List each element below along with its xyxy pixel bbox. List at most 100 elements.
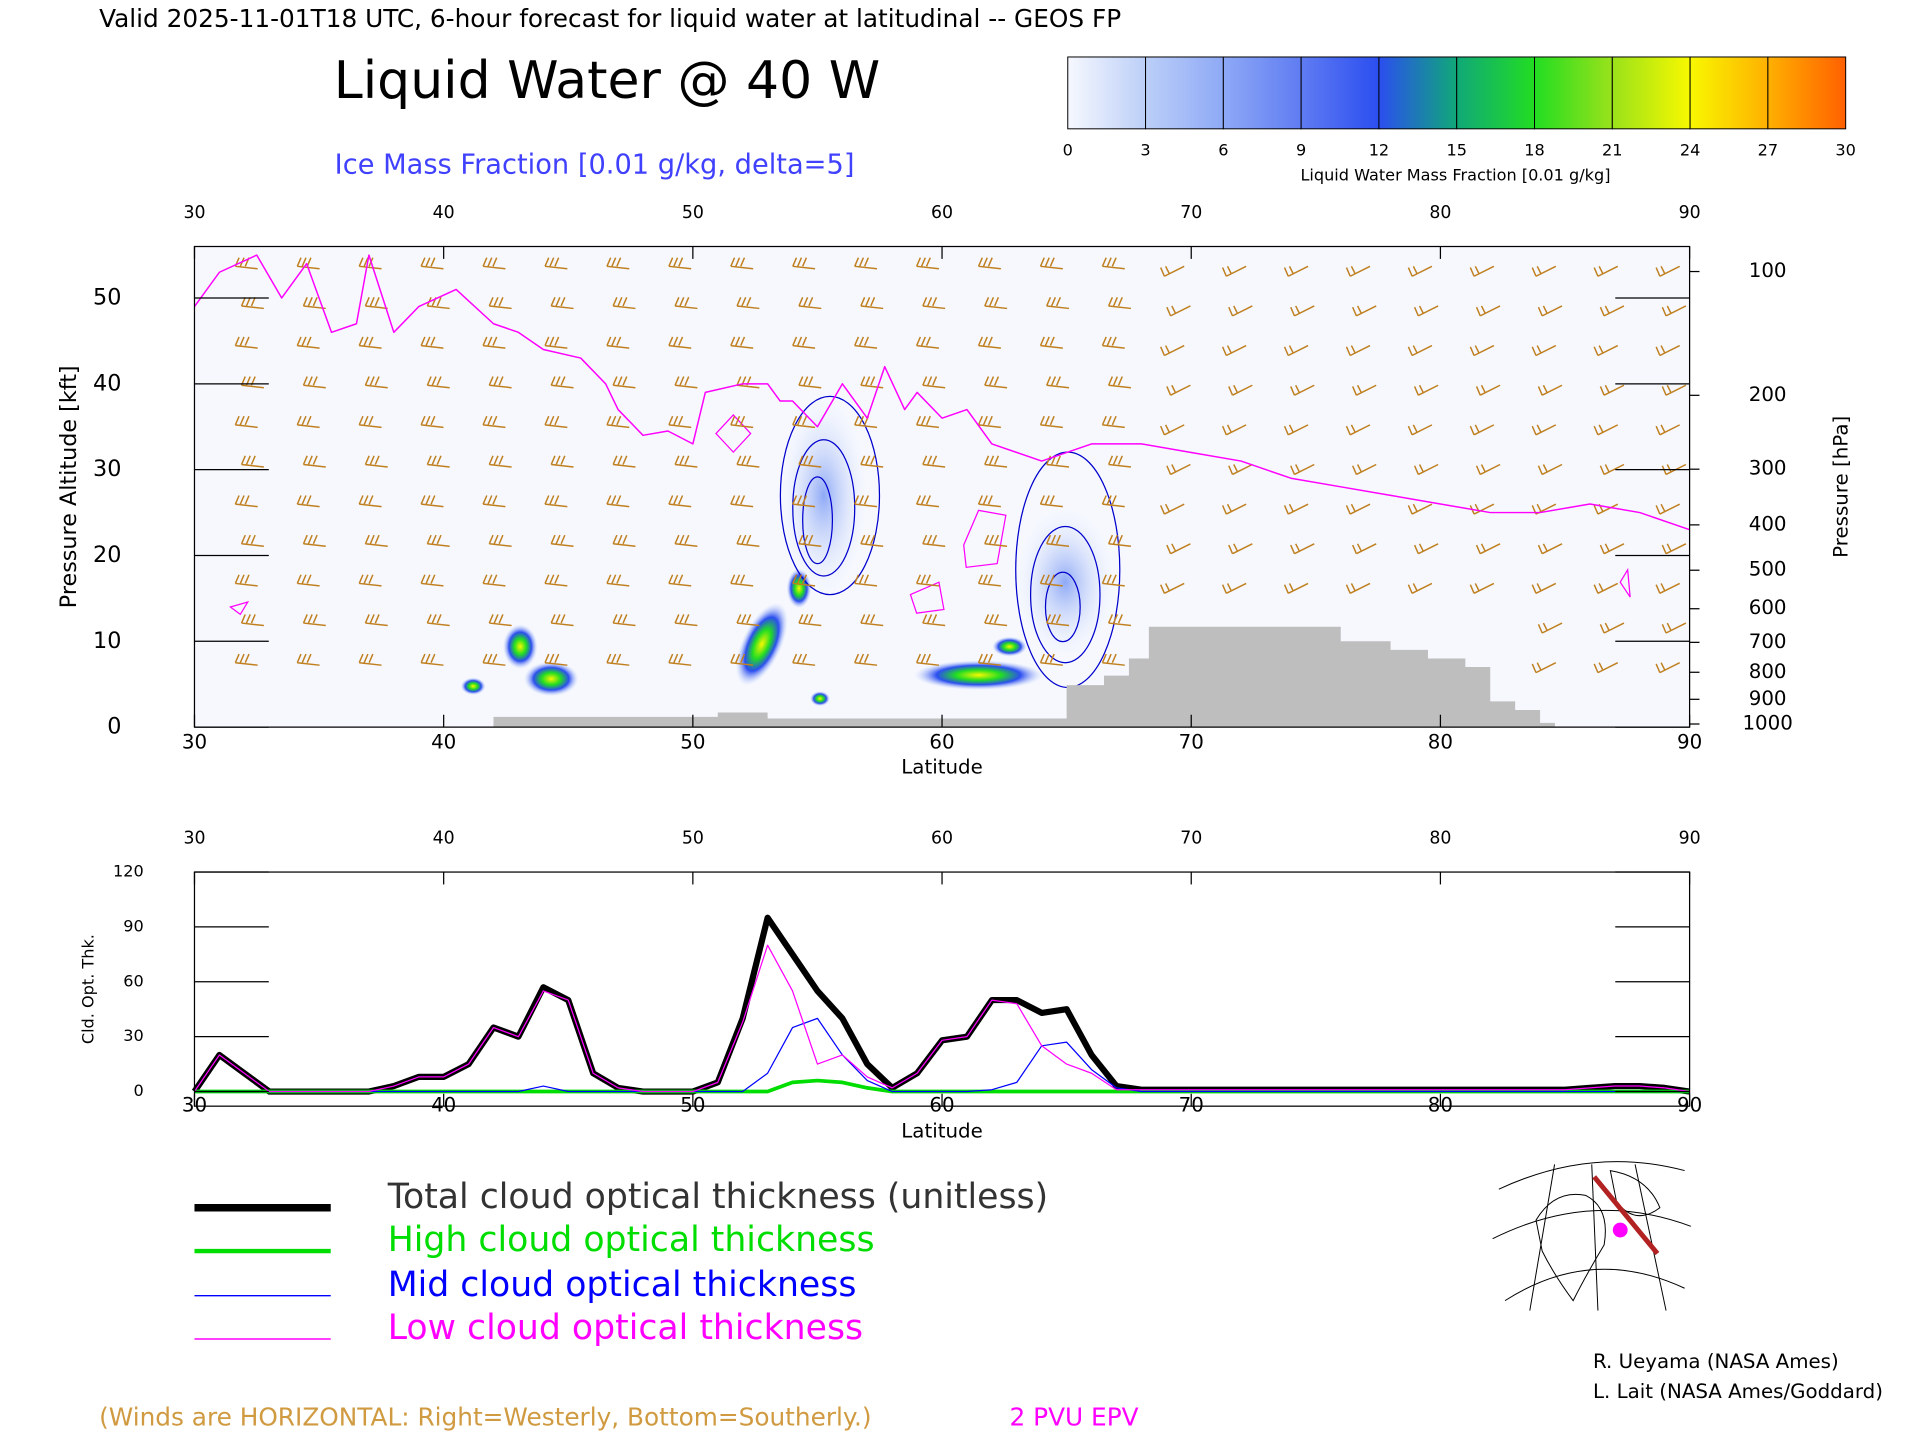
colorbar-tick-label: 3 — [1140, 141, 1150, 160]
legend-label: Low cloud optical thickness — [388, 1308, 863, 1348]
series-line — [193, 944, 1690, 1093]
x-tick-label: 80 — [1428, 1094, 1453, 1117]
colorbar-tick-label: 12 — [1369, 141, 1389, 160]
epv-legend: 2 PVU EPV — [1010, 1402, 1139, 1431]
x-tick-label-top: 90 — [1679, 203, 1701, 223]
series-line — [191, 914, 1691, 1095]
colorbar-tick-label: 30 — [1835, 141, 1855, 160]
y2-tick-label: 200 — [1749, 383, 1787, 406]
x-tick-label-top: 70 — [1180, 829, 1202, 849]
y2-tick-label: 700 — [1749, 630, 1787, 653]
terrain-area — [493, 626, 1555, 728]
y2-axis-label: Pressure [hPa] — [1829, 416, 1852, 558]
x-tick-label-top: 30 — [183, 829, 205, 849]
x-tick-label: 90 — [1677, 1094, 1702, 1117]
y-tick-label: 10 — [93, 628, 121, 654]
x-tick-label: 70 — [1179, 1094, 1204, 1117]
y2-tick-label: 1000 — [1742, 712, 1792, 735]
bottom-panel: 30 30 40 40 50 50 60 60 70 70 80 80 90 90 0 30 60 90 120 La… — [79, 829, 1703, 1143]
y2-tick-label: 800 — [1749, 660, 1787, 683]
credit: R. Ueyama (NASA Ames) — [1593, 1350, 1839, 1373]
x-tick-label-top: 90 — [1679, 829, 1701, 849]
x-tick-label-top: 40 — [433, 203, 455, 223]
y-tick-label: 60 — [123, 971, 143, 990]
cloud-field — [229, 395, 1631, 707]
colorbar-label: Liquid Water Mass Fraction [0.01 g/kg] — [1300, 165, 1610, 184]
colorbar-tick-label: 6 — [1218, 141, 1228, 160]
x-tick-label-top: 60 — [931, 829, 953, 849]
legend-label: Total cloud optical thickness (unitless) — [387, 1177, 1048, 1217]
y-axis-label: Cld. Opt. Thk. — [79, 934, 98, 1044]
x-tick-label: 30 — [182, 731, 207, 754]
colorbar-tick-label: 27 — [1758, 141, 1778, 160]
y-tick-label: 30 — [123, 1026, 143, 1045]
x-tick-label-top: 40 — [433, 829, 455, 849]
colorbar-cell — [1067, 56, 1147, 130]
colorbar-cell — [1222, 56, 1302, 130]
x-tick-label: 40 — [431, 731, 456, 754]
suptitle: Valid 2025-11-01T18 UTC, 6-hour forecast… — [99, 4, 1121, 33]
x-tick-label: 40 — [431, 1094, 456, 1117]
y-axis-label: Pressure Altitude [kft] — [56, 365, 82, 608]
x-tick-label-top: 50 — [682, 203, 704, 223]
series-line — [194, 1017, 1690, 1093]
wind-barbs — [234, 257, 1687, 674]
colorbar-cell — [1689, 56, 1769, 130]
x-tick-label-top: 80 — [1429, 829, 1451, 849]
y2-tick-label: 900 — [1749, 687, 1787, 710]
colorbar-tick-label: 21 — [1602, 141, 1622, 160]
chart-subtitle: Ice Mass Fraction [0.01 g/kg, delta=5] — [335, 149, 855, 180]
series-line — [193, 254, 1690, 531]
y-tick-label: 30 — [93, 456, 121, 482]
colorbar-cell — [1767, 56, 1847, 130]
legend-label: Mid cloud optical thickness — [388, 1265, 857, 1305]
colorbar-cell — [1534, 56, 1613, 130]
y2-tick-label: 100 — [1749, 259, 1787, 282]
colorbar-cell — [1378, 56, 1458, 130]
y-tick-label: 0 — [107, 714, 121, 740]
x-tick-label-top: 70 — [1180, 203, 1202, 223]
colorbar-cell — [1300, 56, 1380, 130]
x-tick-label: 70 — [1179, 731, 1204, 754]
y2-tick-label: 500 — [1749, 558, 1787, 581]
wind-note: (Winds are HORIZONTAL: Right=Westerly, B… — [99, 1402, 871, 1431]
y-tick-label: 50 — [93, 284, 121, 310]
plot-background — [194, 246, 1690, 728]
legend-label: High cloud optical thickness — [388, 1220, 875, 1260]
colorbar-tick-label: 18 — [1524, 141, 1544, 160]
x-tick-label: 60 — [929, 731, 954, 754]
x-tick-label-top: 60 — [931, 203, 953, 223]
x-tick-label: 90 — [1677, 731, 1702, 754]
x-tick-label: 50 — [680, 1094, 705, 1117]
x-axis-label: Latitude — [901, 1120, 982, 1143]
y-tick-label: 20 — [93, 542, 121, 568]
colorbar-tick-label: 9 — [1296, 141, 1306, 160]
y-tick-label: 90 — [123, 916, 143, 935]
credit: L. Lait (NASA Ames/Goddard) — [1593, 1380, 1883, 1403]
top-panel: 303040405050606070708080909001020304050L… — [56, 203, 1853, 778]
x-tick-label-top: 80 — [1429, 203, 1451, 223]
chart-title: Liquid Water @ 40 W — [334, 51, 880, 111]
x-tick-label: 60 — [929, 1094, 954, 1117]
y-tick-label: 120 — [113, 862, 144, 881]
x-tick-label: 30 — [182, 1094, 207, 1117]
colorbar-tick-label: 15 — [1446, 141, 1466, 160]
y2-tick-label: 400 — [1749, 512, 1787, 535]
x-tick-label-top: 30 — [183, 203, 205, 223]
x-tick-label: 50 — [680, 731, 705, 754]
map-inset — [1492, 1161, 1692, 1311]
y2-tick-label: 600 — [1749, 596, 1787, 619]
y-tick-label: 40 — [93, 370, 121, 396]
x-tick-label: 80 — [1428, 731, 1453, 754]
colorbar-cell — [1456, 56, 1536, 130]
y-tick-label: 0 — [133, 1081, 143, 1100]
x-tick-label-top: 50 — [682, 829, 704, 849]
y2-tick-label: 300 — [1749, 457, 1787, 480]
x-axis-label: Latitude — [901, 756, 982, 779]
plot-frame — [193, 871, 1691, 1107]
colorbar-tick-label: 0 — [1063, 141, 1073, 160]
colorbar-cell — [1611, 56, 1691, 130]
colorbar-cell — [1145, 56, 1224, 130]
colorbar-tick-label: 24 — [1680, 141, 1700, 160]
